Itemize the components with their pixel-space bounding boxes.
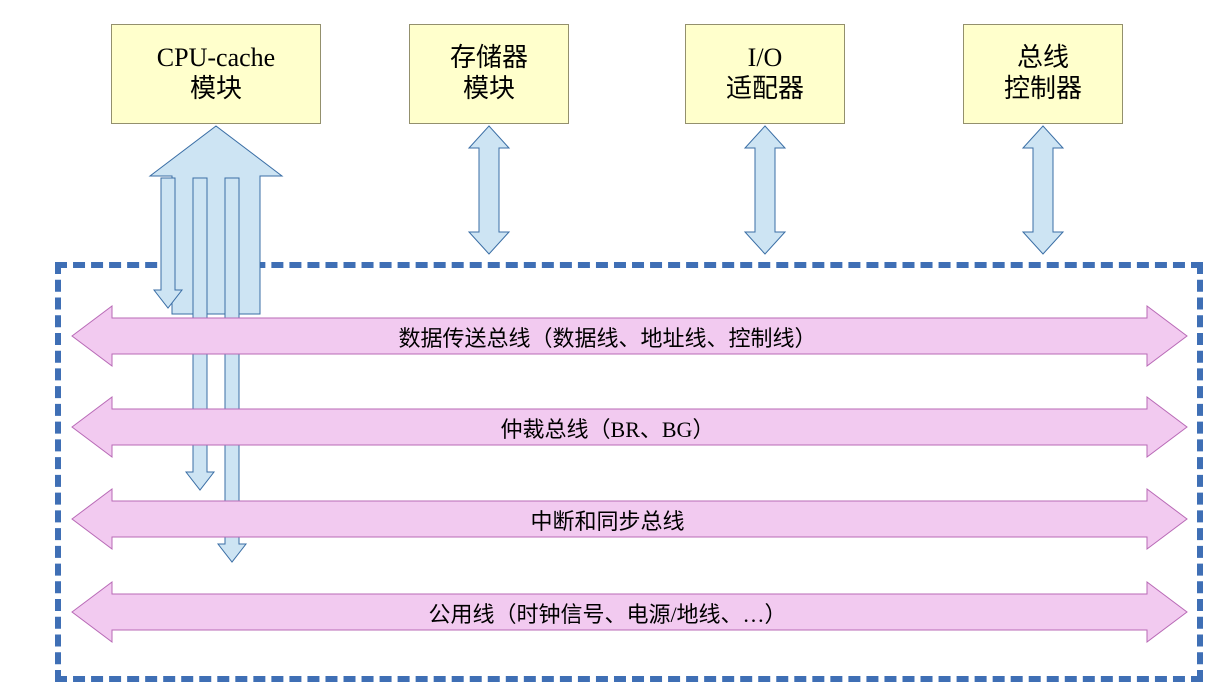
module-memory-line1: 存储器 <box>450 44 528 73</box>
module-memory-line2: 模块 <box>463 73 515 104</box>
module-bus-controller: 总线 控制器 <box>963 24 1123 124</box>
module-bus-ctrl-line2: 控制器 <box>1004 73 1082 104</box>
module-cpu-cache-line2: 模块 <box>190 73 242 104</box>
arbitration-bus-label: 仲裁总线（BR、BG） <box>0 412 1215 444</box>
module-io: I/O 适配器 <box>685 24 845 124</box>
module-memory: 存储器 模块 <box>409 24 569 124</box>
module-cpu-cache-line1: CPU-cache <box>157 44 275 73</box>
module-bus-ctrl-line1: 总线 <box>1017 44 1069 73</box>
interrupt-bus-label: 中断和同步总线 <box>0 504 1215 536</box>
data-bus-label: 数据传送总线（数据线、地址线、控制线） <box>0 321 1215 353</box>
utility-bus-label: 公用线（时钟信号、电源/地线、…） <box>0 597 1215 629</box>
module-cpu-cache: CPU-cache 模块 <box>111 24 321 124</box>
module-io-line2: 适配器 <box>726 73 804 104</box>
module-io-line1: I/O <box>748 44 783 73</box>
